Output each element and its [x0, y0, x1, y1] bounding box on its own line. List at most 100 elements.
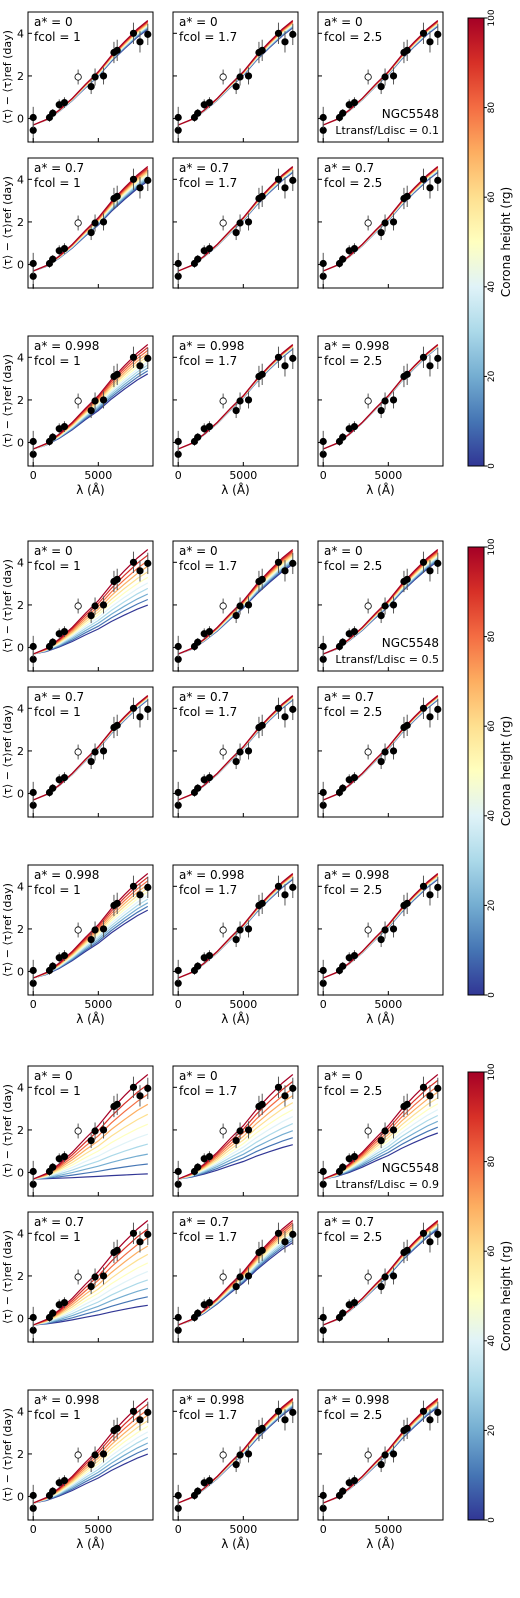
data-point [419, 1229, 428, 1237]
observed-points [174, 1222, 297, 1344]
data-point [244, 1450, 253, 1458]
data-point [426, 362, 434, 370]
observed-points [319, 1400, 442, 1522]
ratio-label: Ltransf/Ldisc = 0.9 [335, 1178, 439, 1191]
colorbar-tick-label: 100 [487, 9, 497, 26]
data-point [319, 966, 327, 975]
spin-label: a* = 0 [324, 15, 363, 29]
data-point [144, 354, 152, 362]
spin-label: a* = 0.998 [324, 868, 389, 882]
data-point [205, 98, 214, 107]
fcol-label: fcol = 2.5 [324, 176, 382, 190]
spin-label: a* = 0 [179, 544, 218, 558]
x-tick-label: 0 [30, 1523, 37, 1536]
data-point-open [74, 1127, 82, 1135]
data-point [403, 370, 411, 378]
data-point [274, 1229, 283, 1237]
colorbar-tick-label: 80 [487, 102, 497, 114]
data-point [113, 46, 121, 54]
data-point [91, 1273, 99, 1281]
data-point [236, 1127, 244, 1135]
data-point [87, 1460, 95, 1469]
data-point [236, 397, 244, 405]
data-point [136, 362, 144, 370]
data-point [258, 721, 266, 729]
y-axis-label: ⟨τ⟩ − ⟨τ⟩ref (day) [1, 883, 14, 977]
source-label: NGC5548 [382, 636, 439, 650]
data-point [91, 219, 99, 227]
source-label: NGC5548 [382, 1161, 439, 1175]
data-point [60, 1298, 69, 1307]
data-point [403, 899, 411, 907]
data-point [258, 1424, 266, 1432]
fcol-label: fcol = 1.7 [179, 883, 237, 897]
data-point [377, 611, 385, 620]
data-point [289, 1230, 297, 1238]
colorbar-tick-label: 80 [487, 631, 497, 643]
data-point [99, 747, 108, 755]
data-point [174, 642, 182, 651]
colorbar-tick-label: 80 [487, 1156, 497, 1168]
data-point [350, 1476, 359, 1485]
y-tick-label: 0 [17, 113, 24, 126]
fcol-label: fcol = 1 [34, 705, 81, 719]
data-point [144, 30, 152, 38]
data-point [60, 98, 69, 107]
spin-label: a* = 0 [34, 15, 73, 29]
data-point [136, 184, 144, 192]
data-point [377, 406, 385, 415]
x-tick-label: 0 [30, 998, 37, 1011]
data-point [174, 1313, 182, 1322]
panel-frame [27, 1389, 154, 1521]
data-point [419, 704, 428, 712]
spin-label: a* = 0.7 [34, 1215, 84, 1229]
data-point [129, 175, 138, 183]
colorbar-tick-label: 40 [487, 1335, 497, 1347]
x-axis-label: λ (Å) [76, 1011, 105, 1026]
data-point [434, 176, 442, 184]
data-point [136, 567, 144, 575]
data-point [339, 255, 347, 263]
data-point [319, 113, 327, 122]
spin-label: a* = 0 [179, 1069, 218, 1083]
spin-label: a* = 0.7 [34, 690, 84, 704]
data-point [389, 925, 398, 933]
data-point [29, 788, 37, 797]
data-point [205, 951, 214, 960]
colorbar-label: Corona height (rg) [499, 1241, 513, 1351]
observed-points [174, 1076, 297, 1198]
data-point-open [364, 602, 372, 610]
observed-points [174, 551, 297, 673]
y-axis-label: ⟨τ⟩ − ⟨τ⟩ref (day) [1, 1084, 14, 1178]
data-point-open [364, 397, 372, 405]
fcol-label: fcol = 1.7 [179, 354, 237, 368]
data-point [258, 46, 266, 54]
data-point [389, 72, 398, 80]
data-point [194, 962, 202, 970]
data-point [49, 109, 57, 117]
data-point-open [74, 1451, 82, 1459]
data-point [377, 1282, 385, 1291]
data-point [434, 559, 442, 567]
fcol-label: fcol = 1.7 [179, 705, 237, 719]
data-point [236, 219, 244, 227]
data-point [258, 370, 266, 378]
data-point [289, 705, 297, 713]
data-point [236, 1451, 244, 1459]
data-point [29, 1167, 37, 1176]
spin-label: a* = 0.7 [179, 161, 229, 175]
data-point [281, 567, 289, 575]
data-point [236, 1273, 244, 1281]
observed-points [174, 1400, 297, 1522]
colorbar-tick-label: 60 [487, 191, 497, 203]
data-point-open [364, 1451, 372, 1459]
data-point [99, 1450, 108, 1458]
panel-frame [27, 686, 154, 818]
panel-frame [172, 1211, 299, 1343]
y-tick-label: 2 [17, 923, 24, 936]
data-point [389, 396, 398, 404]
data-point [99, 1126, 108, 1134]
